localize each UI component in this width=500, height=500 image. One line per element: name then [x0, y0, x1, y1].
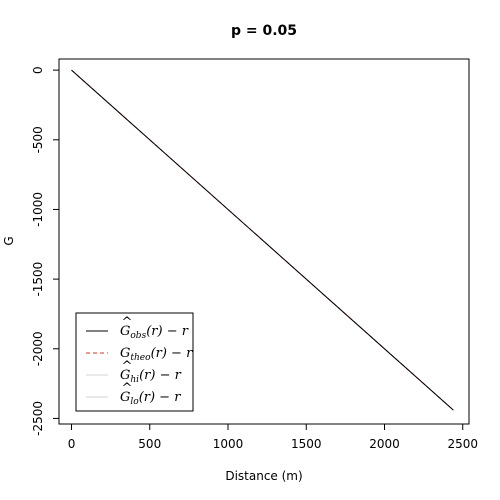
- legend-box: [75, 312, 194, 412]
- plot-frame: [58, 58, 470, 425]
- series-layer: [71, 69, 454, 411]
- legend-hat-hi: ^: [122, 359, 133, 374]
- series-line-obs: [71, 69, 454, 411]
- y-tick-label: 0: [31, 66, 45, 74]
- legend-hat-lo: ^: [122, 381, 133, 396]
- y-axis: 0 -500 -1000 -1500 -2000 -2500: [31, 66, 59, 436]
- x-axis: 0 500 1000 1500 2000 2500: [68, 424, 478, 451]
- y-axis-title: G: [2, 236, 16, 245]
- chart-title: p = 0.05: [231, 23, 297, 39]
- x-tick-label: 2500: [447, 437, 478, 451]
- legend-label-lo: Glo(r) − r: [120, 390, 181, 407]
- y-tick-label: -2500: [31, 401, 45, 436]
- y-tick-label: -2000: [31, 331, 45, 366]
- legend-hat-obs: ^: [122, 315, 133, 330]
- legend-label-hi: Ghi(r) − r: [120, 368, 182, 385]
- x-axis-title: Distance (m): [225, 469, 302, 483]
- y-tick-label: -1000: [31, 192, 45, 227]
- x-tick-label: 0: [68, 437, 76, 451]
- y-tick-label: -1500: [31, 262, 45, 297]
- y-tick-label: -500: [31, 126, 45, 153]
- x-tick-label: 1500: [291, 437, 322, 451]
- x-tick-label: 500: [138, 437, 161, 451]
- legend-label-theo: Gtheo(r) − r: [120, 346, 193, 363]
- x-tick-label: 2000: [369, 437, 400, 451]
- legend-label-obs: Gobs(r) − r: [120, 324, 189, 341]
- x-tick-label: 1000: [213, 437, 244, 451]
